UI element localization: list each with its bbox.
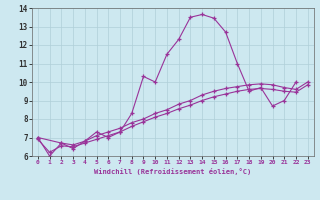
X-axis label: Windchill (Refroidissement éolien,°C): Windchill (Refroidissement éolien,°C)	[94, 168, 252, 175]
